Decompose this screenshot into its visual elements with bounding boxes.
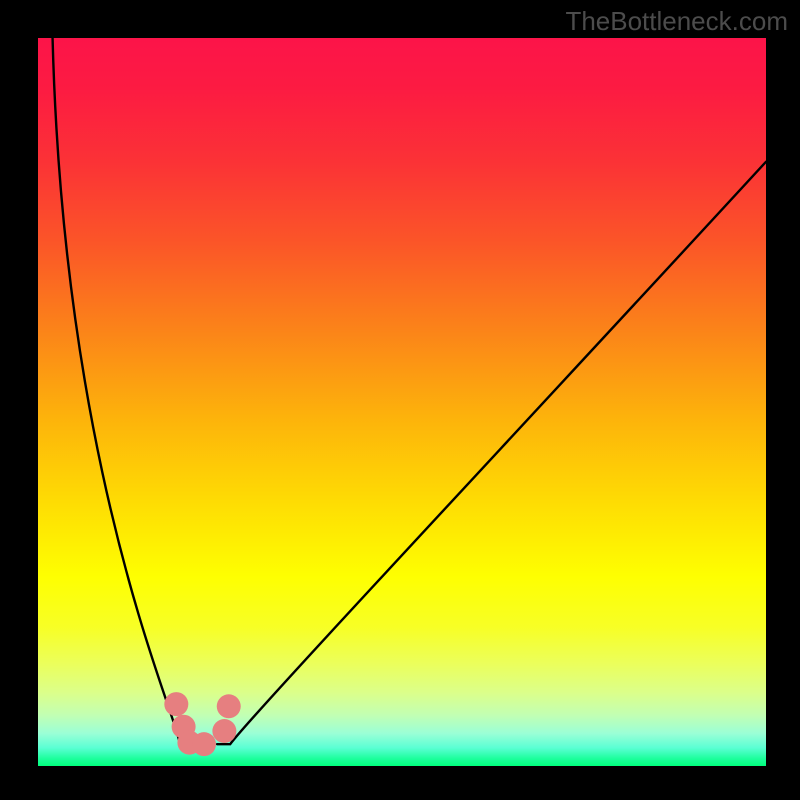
marker-point — [192, 732, 216, 756]
outer-frame: TheBottleneck.com — [0, 0, 800, 800]
bottleneck-chart — [38, 38, 766, 766]
marker-point — [217, 694, 241, 718]
watermark-label: TheBottleneck.com — [565, 6, 788, 37]
marker-point — [164, 692, 188, 716]
chart-background — [38, 38, 766, 766]
marker-point — [212, 719, 236, 743]
